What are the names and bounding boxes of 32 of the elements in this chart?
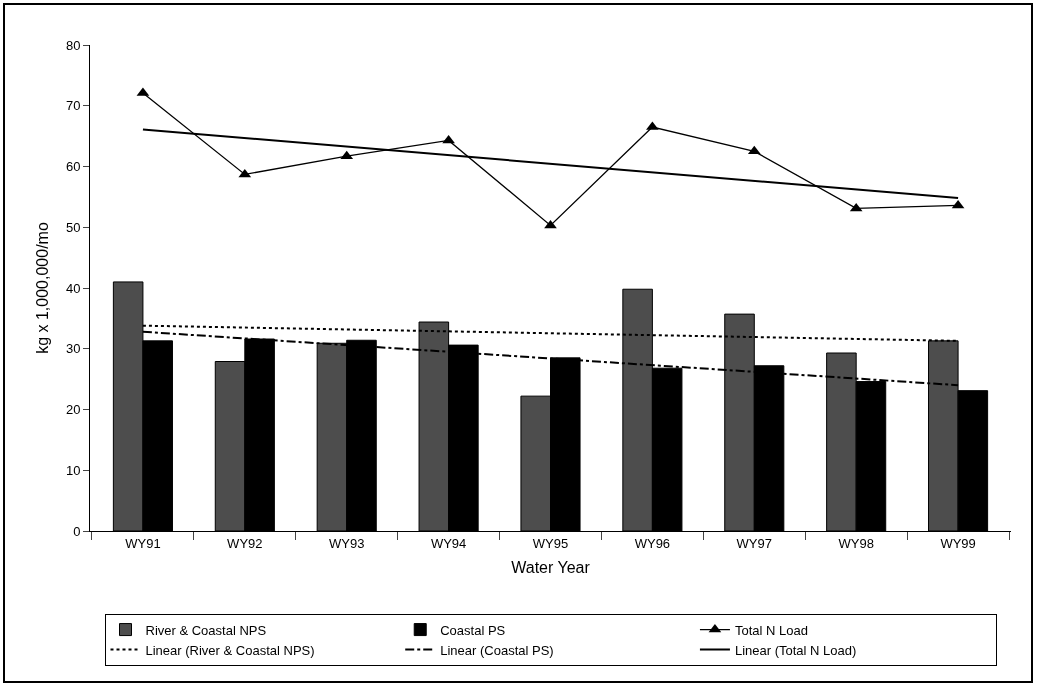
x-tick-label: WY97	[736, 535, 772, 551]
y-tick-label: 10	[65, 462, 81, 478]
x-tick-label: WY92	[227, 535, 263, 551]
y-axis-title: kg x 1,000,000/mo	[34, 222, 51, 354]
legend-label: Linear (River & Coastal NPS)	[145, 642, 315, 658]
x-tick-label: WY94	[430, 535, 467, 551]
y-tick-label: 20	[65, 402, 81, 418]
point	[951, 199, 965, 209]
legend-label: Coastal PS	[440, 622, 506, 638]
legend-label: Total N Load	[734, 622, 808, 638]
y-tick-label: 50	[65, 219, 81, 235]
y-tick-label: 60	[65, 159, 81, 175]
point	[849, 202, 863, 212]
y-tick-label: 30	[65, 341, 81, 357]
y-tick-label: 0	[73, 523, 81, 539]
x-tick-label: WY98	[838, 535, 874, 551]
x-axis-title: Water Year	[511, 559, 591, 577]
y-tick-label: 70	[65, 98, 81, 114]
point	[442, 134, 455, 144]
x-tick-label: WY93	[329, 535, 365, 551]
x-tick-label: WY95	[532, 535, 569, 551]
legend-label: Linear (Total N Load)	[734, 642, 857, 658]
point	[238, 168, 252, 178]
y-tick-label: 40	[65, 280, 81, 296]
x-tick-label: WY99	[940, 535, 976, 551]
legend-label: River & Coastal NPS	[145, 622, 267, 638]
x-tick-label: WY91	[125, 535, 161, 551]
point	[747, 145, 761, 155]
y-tick-label: 80	[65, 37, 81, 53]
legend-label: Linear (Coastal PS)	[440, 642, 554, 658]
point	[544, 219, 557, 229]
x-tick-label: WY96	[634, 535, 671, 551]
